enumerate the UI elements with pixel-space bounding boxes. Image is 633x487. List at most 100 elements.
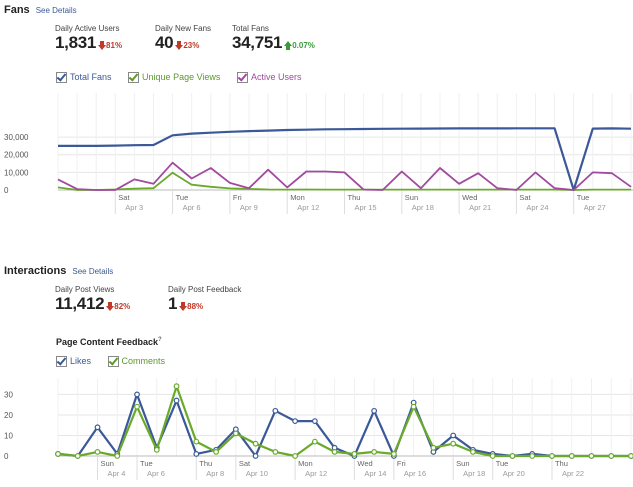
data-point[interactable]	[371, 448, 378, 455]
data-point[interactable]	[331, 448, 338, 455]
y-tick-label: 30	[4, 390, 13, 399]
x-tick-day: Sun	[405, 193, 418, 202]
metric-value: 11,412	[55, 294, 105, 313]
data-point[interactable]	[173, 397, 180, 404]
data-point[interactable]	[450, 432, 457, 439]
data-point[interactable]	[114, 453, 121, 459]
data-point[interactable]	[252, 453, 259, 459]
data-point[interactable]	[55, 451, 61, 457]
data-point[interactable]	[489, 453, 496, 459]
y-tick-label: 20	[4, 411, 13, 420]
x-tick-date: Apr 27	[584, 203, 606, 212]
data-point[interactable]	[134, 391, 140, 398]
metric-change-down: 82%	[106, 302, 131, 312]
x-tick-day: Sat	[519, 193, 531, 202]
page-content-feedback-title: Page Content Feedback?	[56, 337, 162, 347]
y-tick-label: 0	[4, 452, 9, 461]
metric-label: Daily Post Feedback	[168, 285, 242, 294]
x-tick-day: Fri	[233, 193, 242, 202]
data-point[interactable]	[470, 448, 476, 455]
help-icon[interactable]: ?	[158, 337, 162, 343]
x-tick-day: Wed	[462, 193, 477, 202]
data-point[interactable]	[173, 383, 180, 390]
checkbox-checked-icon[interactable]	[56, 356, 67, 368]
x-tick-day: Thu	[555, 459, 568, 468]
data-point[interactable]	[430, 444, 437, 451]
data-point[interactable]	[232, 430, 239, 437]
metric-change-value: 0.07%	[292, 41, 315, 50]
x-tick-date: Apr 18	[412, 203, 434, 212]
data-point[interactable]	[252, 440, 259, 447]
legend-comments[interactable]: Comments	[107, 356, 165, 368]
legend-likes[interactable]: Likes	[56, 356, 91, 368]
x-tick-date: Apr 18	[463, 469, 485, 478]
checkbox-checked-icon[interactable]	[236, 72, 248, 84]
series-line	[57, 161, 632, 191]
x-tick-date: Apr 6	[183, 203, 201, 212]
x-tick-day: Sun	[456, 459, 469, 468]
fans-title: Fans	[4, 4, 30, 16]
checkbox-checked-icon[interactable]	[107, 356, 119, 368]
metric-change-up: 0.07%	[284, 41, 315, 51]
fans-see-details-link[interactable]: See Details	[35, 6, 77, 15]
data-point[interactable]	[213, 448, 219, 455]
x-tick-date: Apr 8	[206, 469, 224, 478]
metric-daily-new-fans: Daily New Fans 40 23%	[155, 24, 211, 53]
interactions-see-details-link[interactable]: See Details	[72, 267, 114, 276]
legend-unique-page-views[interactable]: Unique Page Views	[128, 72, 220, 84]
x-tick-day: Sat	[239, 459, 251, 468]
data-point[interactable]	[371, 407, 378, 414]
metric-change-value: 82%	[114, 302, 131, 311]
data-point[interactable]	[351, 451, 358, 457]
data-point[interactable]	[292, 453, 299, 459]
data-point[interactable]	[153, 446, 160, 453]
x-tick-date: Apr 15	[355, 203, 377, 212]
data-point[interactable]	[529, 453, 536, 459]
data-point[interactable]	[193, 451, 200, 457]
x-tick-day: Mon	[298, 459, 313, 468]
data-point[interactable]	[608, 453, 615, 459]
x-tick-date: Apr 12	[297, 203, 319, 212]
x-tick-date: Apr 24	[526, 203, 548, 212]
y-tick-label: 30,000	[4, 133, 29, 142]
legend-total-fans[interactable]: Total Fans	[56, 72, 112, 84]
data-point[interactable]	[390, 451, 397, 457]
data-point[interactable]	[94, 424, 101, 431]
x-tick-date: Apr 4	[108, 469, 126, 478]
metric-value: 40	[155, 33, 174, 52]
checkbox-checked-icon[interactable]	[128, 72, 140, 84]
series-line	[57, 385, 631, 458]
data-point[interactable]	[74, 453, 81, 459]
legend-active-users[interactable]: Active Users	[236, 72, 301, 84]
data-point[interactable]	[588, 453, 595, 459]
data-point[interactable]	[272, 407, 279, 414]
data-point[interactable]	[549, 453, 555, 459]
arrow-down-icon	[175, 41, 184, 51]
x-tick-date: Apr 10	[246, 469, 268, 478]
metric-change-value: 88%	[187, 302, 204, 311]
data-point[interactable]	[311, 438, 318, 445]
data-point[interactable]	[450, 440, 457, 447]
data-point[interactable]	[311, 418, 318, 425]
series-line	[58, 127, 632, 192]
data-point[interactable]	[568, 453, 575, 459]
data-point[interactable]	[193, 438, 200, 445]
data-point[interactable]	[272, 448, 279, 455]
metric-value: 1	[168, 294, 178, 313]
data-point[interactable]	[292, 418, 299, 425]
metric-label: Total Fans	[232, 24, 269, 33]
metric-value: 34,751	[232, 33, 283, 52]
checkbox-checked-icon[interactable]	[56, 72, 67, 84]
metric-label: Daily Post Views	[55, 285, 115, 294]
x-tick-date: Apr 21	[469, 203, 491, 212]
data-point[interactable]	[94, 448, 101, 455]
metric-change-down: 81%	[98, 41, 122, 51]
data-point[interactable]	[134, 403, 140, 410]
data-point[interactable]	[410, 403, 417, 410]
metric-value: 1,831	[55, 33, 97, 52]
arrow-down-icon	[98, 41, 107, 51]
data-point[interactable]	[628, 453, 633, 459]
data-point[interactable]	[509, 453, 516, 459]
arrow-down-icon	[179, 302, 188, 312]
